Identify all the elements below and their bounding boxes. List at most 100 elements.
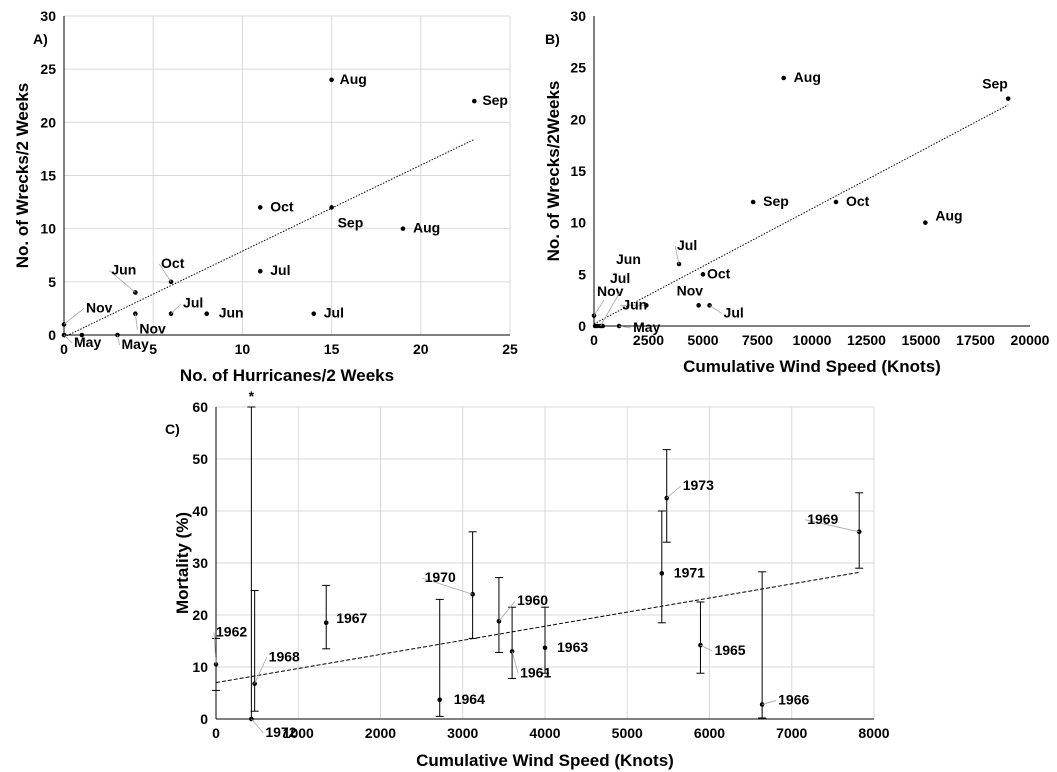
label-leader-line [109, 270, 136, 293]
data-point-label: 1965 [714, 642, 745, 658]
data-point [257, 205, 263, 210]
label-leader-line [593, 299, 605, 316]
data-point-label: Jul [324, 305, 344, 321]
data-point [696, 303, 701, 308]
label-leader-line [158, 263, 172, 283]
x-tick-label: 7500 [742, 332, 773, 348]
y-axis-label: No. of Wrecks/2Weeks [544, 81, 563, 262]
data-point [923, 220, 928, 225]
y-tick-label: 0 [200, 711, 208, 727]
label-leader-line [511, 651, 519, 674]
data-point-label: 1973 [683, 477, 714, 493]
data-point [781, 75, 786, 81]
x-axis-label: Cumulative Wind Speed (Knots) [683, 357, 941, 376]
data-point-label: 1967 [336, 610, 367, 626]
label-leader-line [422, 577, 473, 595]
data-point [542, 645, 548, 651]
label-leader-line [254, 657, 268, 684]
data-point [833, 199, 839, 205]
data-point-label: Jul [677, 237, 697, 253]
data-point-label: 1969 [807, 511, 838, 527]
x-tick-label: 25 [502, 341, 518, 357]
y-tick-label: 10 [40, 221, 56, 237]
data-point-label: 1966 [778, 691, 809, 707]
label-leader-line [666, 485, 681, 499]
x-tick-label: 15000 [902, 332, 941, 348]
y-tick-label: 40 [192, 503, 208, 519]
x-tick-label: 10 [235, 341, 251, 357]
data-point-label: Aug [413, 220, 440, 236]
data-point-label: Sep [482, 92, 508, 108]
x-tick-label: 8000 [858, 725, 889, 741]
data-point-label: 1960 [517, 592, 548, 608]
data-point-label: May [633, 319, 660, 335]
trendline [215, 571, 860, 684]
y-tick-label: 10 [570, 215, 586, 231]
y-tick-label: 20 [40, 114, 56, 130]
x-tick-label: 15 [324, 341, 340, 357]
y-tick-label: 30 [192, 555, 208, 571]
panel-label: C) [165, 421, 180, 437]
chart-panel-c: 0 1000 2000 3000 4000 5000 6000 7000 8000 0 10 20 30… [165, 388, 890, 770]
label-leader-line [498, 600, 516, 622]
data-point-label: Oct [707, 265, 731, 281]
x-tick-label: 12500 [847, 332, 886, 348]
data-point [168, 279, 174, 285]
data-point-label: Aug [794, 69, 821, 85]
x-tick-label: 3000 [447, 725, 478, 741]
data-point-label: 1971 [674, 564, 705, 580]
x-tick-label: 5000 [687, 332, 718, 348]
label-leader-line [600, 289, 622, 327]
label-leader-line [762, 700, 777, 705]
x-tick-label: 20 [413, 341, 429, 357]
x-tick-label: 6000 [694, 725, 725, 741]
data-point-label: Sep [763, 193, 789, 209]
data-point [115, 332, 120, 338]
data-point-label: Sep [982, 76, 1008, 92]
x-tick-label: 2500 [633, 332, 664, 348]
label-leader-line [709, 305, 722, 314]
y-tick-label: 5 [578, 266, 586, 282]
y-tick-label: 20 [192, 607, 208, 623]
y-tick-label: 30 [570, 8, 586, 24]
data-point [204, 311, 210, 317]
y-tick-label: 60 [192, 399, 208, 415]
data-point [594, 323, 600, 329]
y-tick-label: 0 [48, 327, 56, 343]
label-leader-line [213, 632, 217, 665]
data-point-label: 1972 [265, 724, 296, 740]
panel-label: B) [545, 31, 560, 47]
label-leader-line [805, 519, 860, 533]
y-tick-label: 20 [570, 111, 586, 127]
label-leader-line [63, 334, 73, 344]
data-point [400, 226, 406, 231]
data-point-label: 1964 [454, 691, 485, 707]
x-tick-label: 5000 [612, 725, 643, 741]
x-axis-label: Cumulative Wind Speed (Knots) [416, 751, 674, 770]
data-point-label: Nov [139, 321, 166, 337]
chart-panel-a: 0 5 10 15 20 25 0 5 10 15 20 25 30 No. of Hurricanes/… [13, 8, 518, 385]
data-point-label: Nov [677, 282, 704, 298]
x-tick-label: 2000 [365, 725, 396, 741]
data-point-label: May [122, 336, 149, 352]
label-leader-line [700, 644, 713, 652]
y-tick-label: 50 [192, 451, 208, 467]
data-point-label: Jul [270, 262, 290, 278]
x-tick-label: 0 [212, 725, 220, 741]
data-point-label: Oct [161, 255, 185, 271]
x-tick-label: 7000 [776, 725, 807, 741]
y-tick-label: 15 [40, 168, 56, 184]
x-tick-label: 10000 [793, 332, 832, 348]
data-point [79, 332, 85, 338]
trendline [593, 104, 1009, 325]
data-point-label: Nov [597, 283, 624, 299]
data-point-label: Oct [270, 198, 294, 214]
data-point [750, 199, 756, 205]
x-axis-label: No. of Hurricanes/2 Weeks [180, 366, 394, 385]
data-point-label: 1961 [520, 664, 551, 680]
data-point-label: Jun [219, 305, 244, 321]
y-tick-label: 0 [578, 318, 586, 334]
label-leader-line [674, 245, 680, 265]
label-leader-line [63, 308, 85, 325]
